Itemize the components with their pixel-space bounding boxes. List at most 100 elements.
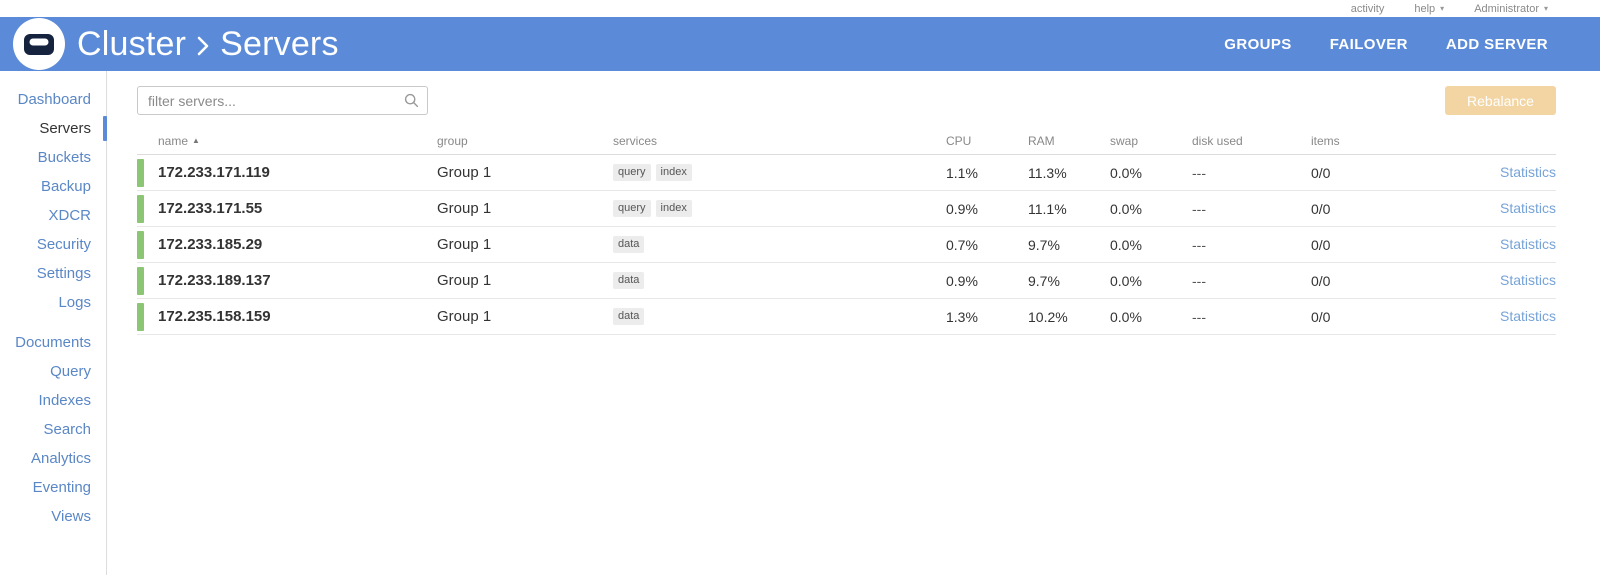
sidebar-item-indexes[interactable]: Indexes (38, 392, 91, 409)
breadcrumb-section: Servers (220, 24, 339, 63)
column-header-ram[interactable]: RAM (1028, 134, 1110, 148)
main-content: Rebalance name▲groupservicesCPURAMswapdi… (107, 71, 1600, 575)
header-action-failover[interactable]: FAILOVER (1329, 35, 1408, 53)
service-badge-index: index (655, 163, 692, 182)
server-cpu: 1.3% (946, 308, 978, 325)
server-swap: 0.0% (1110, 272, 1142, 289)
server-items: 0/0 (1311, 236, 1331, 253)
statistics-cell: Statistics (1446, 308, 1556, 326)
sidebar-item-dashboard[interactable]: Dashboard (17, 91, 91, 108)
server-health-indicator (137, 302, 144, 331)
server-disk-used: --- (1192, 272, 1206, 289)
breadcrumb-cluster: Cluster (77, 24, 187, 63)
sort-asc-icon: ▲ (192, 136, 200, 145)
server-disk-used: --- (1192, 164, 1206, 181)
filter-servers-input[interactable] (137, 86, 428, 115)
column-header-name[interactable]: name ▲ (158, 134, 437, 148)
service-badge-data: data (613, 271, 645, 290)
sidebar-item-xdcr[interactable]: XDCR (48, 207, 91, 224)
filter-wrap (137, 86, 428, 115)
server-cpu: 0.7% (946, 236, 978, 253)
server-name: 172.235.158.159 (158, 308, 271, 325)
sidebar-item-security[interactable]: Security (36, 236, 91, 253)
header-action-groups[interactable]: GROUPS (1224, 35, 1292, 53)
server-group: Group 1 (437, 236, 492, 253)
server-items: 0/0 (1311, 164, 1331, 181)
server-ram: 9.7% (1028, 272, 1060, 289)
activity-link[interactable]: activity (1351, 3, 1385, 15)
column-header-cpu[interactable]: CPU (946, 134, 1028, 148)
sidebar-item-query[interactable]: Query (50, 363, 91, 380)
server-items: 0/0 (1311, 272, 1331, 289)
server-name: 172.233.185.29 (158, 236, 263, 253)
column-header-services[interactable]: services (613, 134, 946, 148)
header-action-add-server[interactable]: ADD SERVER (1445, 35, 1548, 53)
user-menu[interactable]: Administrator ▾ (1474, 3, 1548, 15)
server-name: 172.233.171.55 (158, 200, 263, 217)
service-badge-index: index (655, 199, 692, 218)
server-ram: 9.7% (1028, 236, 1060, 253)
server-swap: 0.0% (1110, 308, 1142, 325)
statistics-cell: Statistics (1446, 272, 1556, 290)
statistics-link[interactable]: Statistics (1499, 307, 1556, 324)
help-menu[interactable]: help ▾ (1414, 3, 1444, 15)
utility-bar: activity help ▾ Administrator ▾ (0, 0, 1600, 17)
statistics-link[interactable]: Statistics (1499, 235, 1556, 252)
server-health-indicator (137, 194, 144, 223)
service-badge-data: data (613, 235, 645, 254)
chevron-down-icon: ▾ (1543, 3, 1548, 13)
sidebar-item-settings[interactable]: Settings (36, 265, 91, 282)
column-header-group[interactable]: group (437, 134, 613, 148)
chevron-down-icon: ▾ (1440, 3, 1445, 13)
server-services: data (613, 307, 946, 326)
statistics-cell: Statistics (1446, 236, 1556, 254)
server-health-indicator (137, 158, 144, 187)
server-disk-used: --- (1192, 236, 1206, 253)
column-header-label: name (158, 133, 189, 148)
statistics-cell: Statistics (1446, 164, 1556, 182)
column-header-label: RAM (1028, 133, 1055, 148)
column-header-disk-used[interactable]: disk used (1192, 134, 1311, 148)
sidebar-item-eventing[interactable]: Eventing (32, 479, 91, 496)
header-actions: GROUPS FAILOVER ADD SERVER (1224, 36, 1548, 53)
sidebar-item-logs[interactable]: Logs (58, 294, 91, 311)
server-health-indicator (137, 230, 144, 259)
server-disk-used: --- (1192, 200, 1206, 217)
sidebar-item-backup[interactable]: Backup (40, 178, 91, 195)
sidebar-item-search[interactable]: Search (43, 421, 91, 438)
column-header-items[interactable]: items (1311, 134, 1556, 148)
statistics-link[interactable]: Statistics (1499, 199, 1556, 216)
table-body: 172.233.171.119 Group 1 query index 1.1% 11.3… (137, 155, 1556, 335)
statistics-link[interactable]: Statistics (1499, 163, 1556, 180)
sidebar-item-views[interactable]: Views (51, 508, 91, 525)
filter-row: Rebalance (137, 86, 1556, 115)
column-header-swap[interactable]: swap (1110, 134, 1192, 148)
server-swap: 0.0% (1110, 164, 1142, 181)
statistics-link[interactable]: Statistics (1499, 271, 1556, 288)
column-header-label: CPU (946, 133, 972, 148)
table-row: 172.235.158.159 Group 1 data 1.3% 10.2% 0.0% -… (137, 299, 1556, 335)
activity-label: activity (1350, 2, 1385, 15)
server-items: 0/0 (1311, 308, 1331, 325)
server-cpu: 1.1% (946, 164, 978, 181)
server-group: Group 1 (437, 272, 492, 289)
column-header-label: services (613, 133, 658, 148)
sidebar-item-servers[interactable]: Servers (0, 114, 107, 143)
server-ram: 11.3% (1028, 164, 1067, 181)
service-badge-query: query (613, 163, 651, 182)
sidebar: Dashboard Servers Buckets Backup XDCR Securit… (0, 71, 107, 575)
chevron-right-icon (196, 35, 210, 57)
service-badge-query: query (613, 199, 651, 218)
server-services: data (613, 271, 946, 290)
server-services: query index (613, 199, 946, 218)
server-group: Group 1 (437, 200, 492, 217)
rebalance-button[interactable]: Rebalance (1445, 86, 1556, 115)
sidebar-item-buckets[interactable]: Buckets (37, 149, 91, 166)
server-ram: 10.2% (1028, 308, 1068, 325)
statistics-cell: Statistics (1446, 200, 1556, 218)
sidebar-item-analytics[interactable]: Analytics (30, 450, 91, 467)
sidebar-item-documents[interactable]: Documents (15, 334, 91, 351)
column-header-label: swap (1110, 133, 1139, 148)
server-services: query index (613, 163, 946, 182)
server-items: 0/0 (1311, 200, 1331, 217)
